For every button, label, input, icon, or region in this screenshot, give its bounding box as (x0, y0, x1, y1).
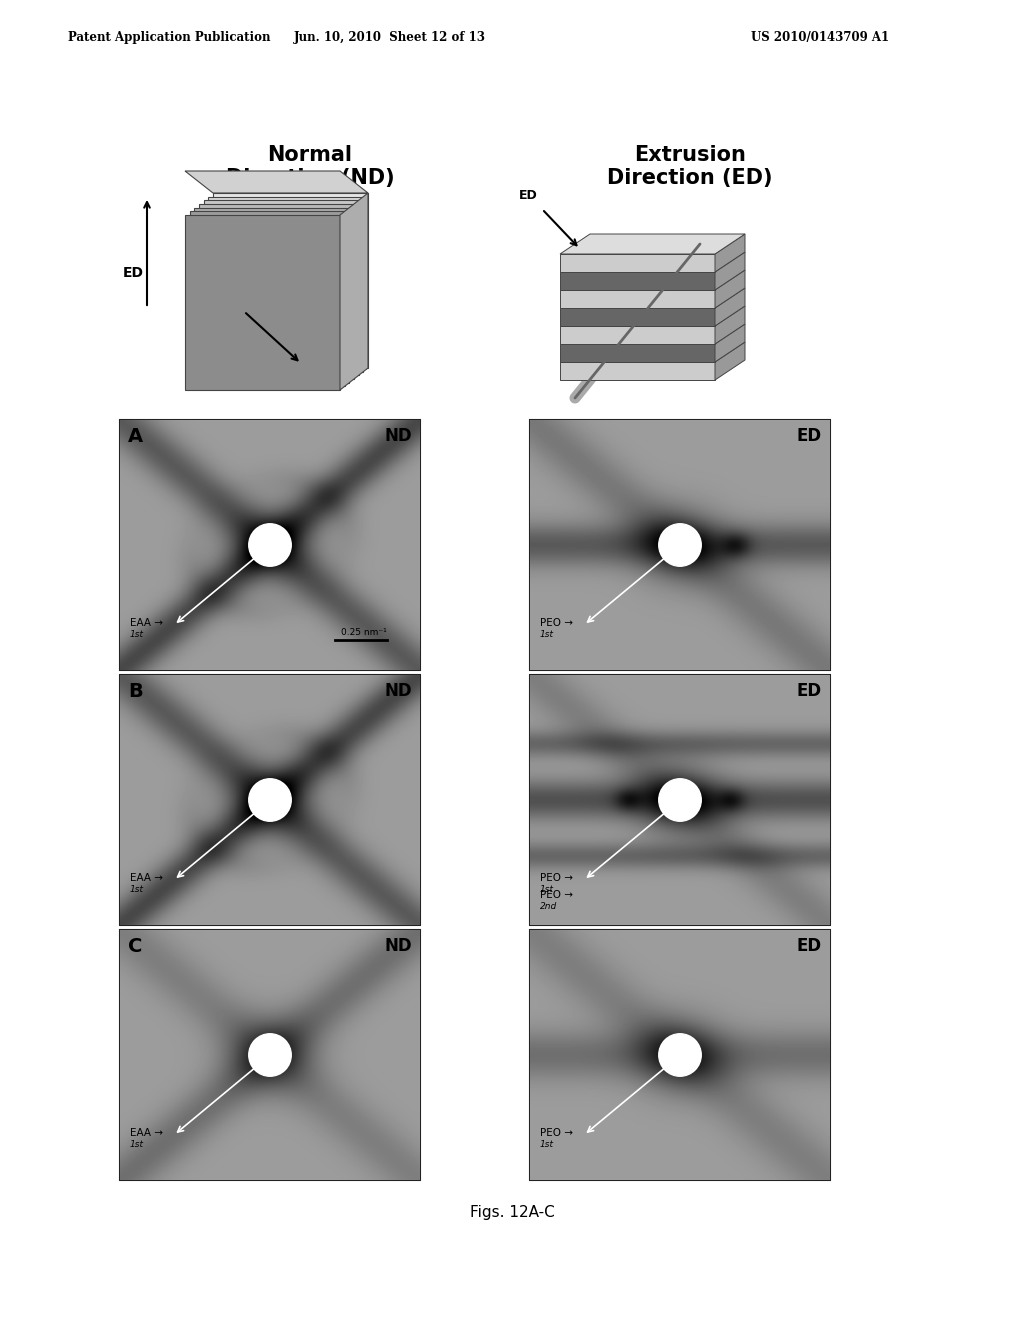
Bar (120, 420, 420, 671)
Bar (120, 675, 420, 925)
Text: 1st: 1st (130, 630, 144, 639)
Text: Jun. 10, 2010  Sheet 12 of 13: Jun. 10, 2010 Sheet 12 of 13 (294, 30, 486, 44)
Polygon shape (340, 193, 368, 389)
Text: PEO →: PEO → (540, 873, 573, 883)
Text: Extrusion
Direction (ED): Extrusion Direction (ED) (607, 145, 773, 189)
Circle shape (249, 524, 291, 566)
Text: US 2010/0143709 A1: US 2010/0143709 A1 (751, 30, 889, 44)
Polygon shape (715, 288, 745, 326)
Text: EAA →: EAA → (130, 1129, 163, 1138)
Text: 1st: 1st (540, 630, 554, 639)
Bar (120, 931, 420, 1180)
Polygon shape (195, 207, 349, 383)
Polygon shape (715, 306, 745, 345)
Bar (530, 420, 830, 671)
Text: C: C (128, 937, 142, 956)
Polygon shape (199, 205, 354, 379)
Polygon shape (204, 201, 358, 375)
Bar (530, 931, 830, 1180)
Polygon shape (189, 211, 345, 387)
Polygon shape (715, 252, 745, 290)
Polygon shape (560, 290, 715, 308)
Circle shape (658, 779, 701, 821)
Polygon shape (715, 342, 745, 380)
Polygon shape (560, 253, 715, 272)
Polygon shape (560, 362, 715, 380)
Bar (530, 675, 830, 925)
Text: ED: ED (797, 937, 822, 954)
Text: PEO →: PEO → (540, 1129, 573, 1138)
Polygon shape (185, 172, 368, 193)
Text: ED: ED (519, 189, 538, 202)
Polygon shape (213, 193, 368, 368)
Text: 1st: 1st (130, 884, 144, 894)
Text: Normal
Direction (ND): Normal Direction (ND) (225, 145, 394, 189)
Polygon shape (560, 345, 715, 362)
Polygon shape (715, 271, 745, 308)
Circle shape (658, 524, 701, 566)
Text: 1st: 1st (540, 1140, 554, 1148)
Polygon shape (560, 308, 715, 326)
Text: 1st: 1st (130, 1140, 144, 1148)
Polygon shape (715, 234, 745, 272)
Text: 0.25 nm⁻¹: 0.25 nm⁻¹ (341, 628, 387, 638)
Text: Figs. 12A-C: Figs. 12A-C (470, 1204, 554, 1220)
Circle shape (658, 1034, 701, 1076)
Text: PEO →: PEO → (540, 618, 573, 628)
Polygon shape (560, 326, 715, 345)
Text: ED: ED (123, 267, 143, 280)
Circle shape (249, 1034, 291, 1076)
Polygon shape (560, 234, 745, 253)
Text: ND: ND (384, 937, 412, 954)
Text: PEO →: PEO → (540, 890, 573, 900)
Circle shape (249, 779, 291, 821)
Text: ND: ND (384, 426, 412, 445)
Text: ED: ED (797, 682, 822, 700)
Text: EAA →: EAA → (130, 618, 163, 628)
Polygon shape (560, 272, 715, 290)
Text: ND: ND (384, 682, 412, 700)
Polygon shape (715, 323, 745, 362)
Text: 1st: 1st (540, 884, 554, 894)
Text: Patent Application Publication: Patent Application Publication (68, 30, 270, 44)
Text: ED: ED (797, 426, 822, 445)
Polygon shape (185, 215, 340, 389)
Text: A: A (128, 426, 143, 446)
Text: EAA →: EAA → (130, 873, 163, 883)
Text: B: B (128, 682, 142, 701)
Text: 2nd: 2nd (540, 902, 557, 911)
Polygon shape (208, 197, 364, 372)
